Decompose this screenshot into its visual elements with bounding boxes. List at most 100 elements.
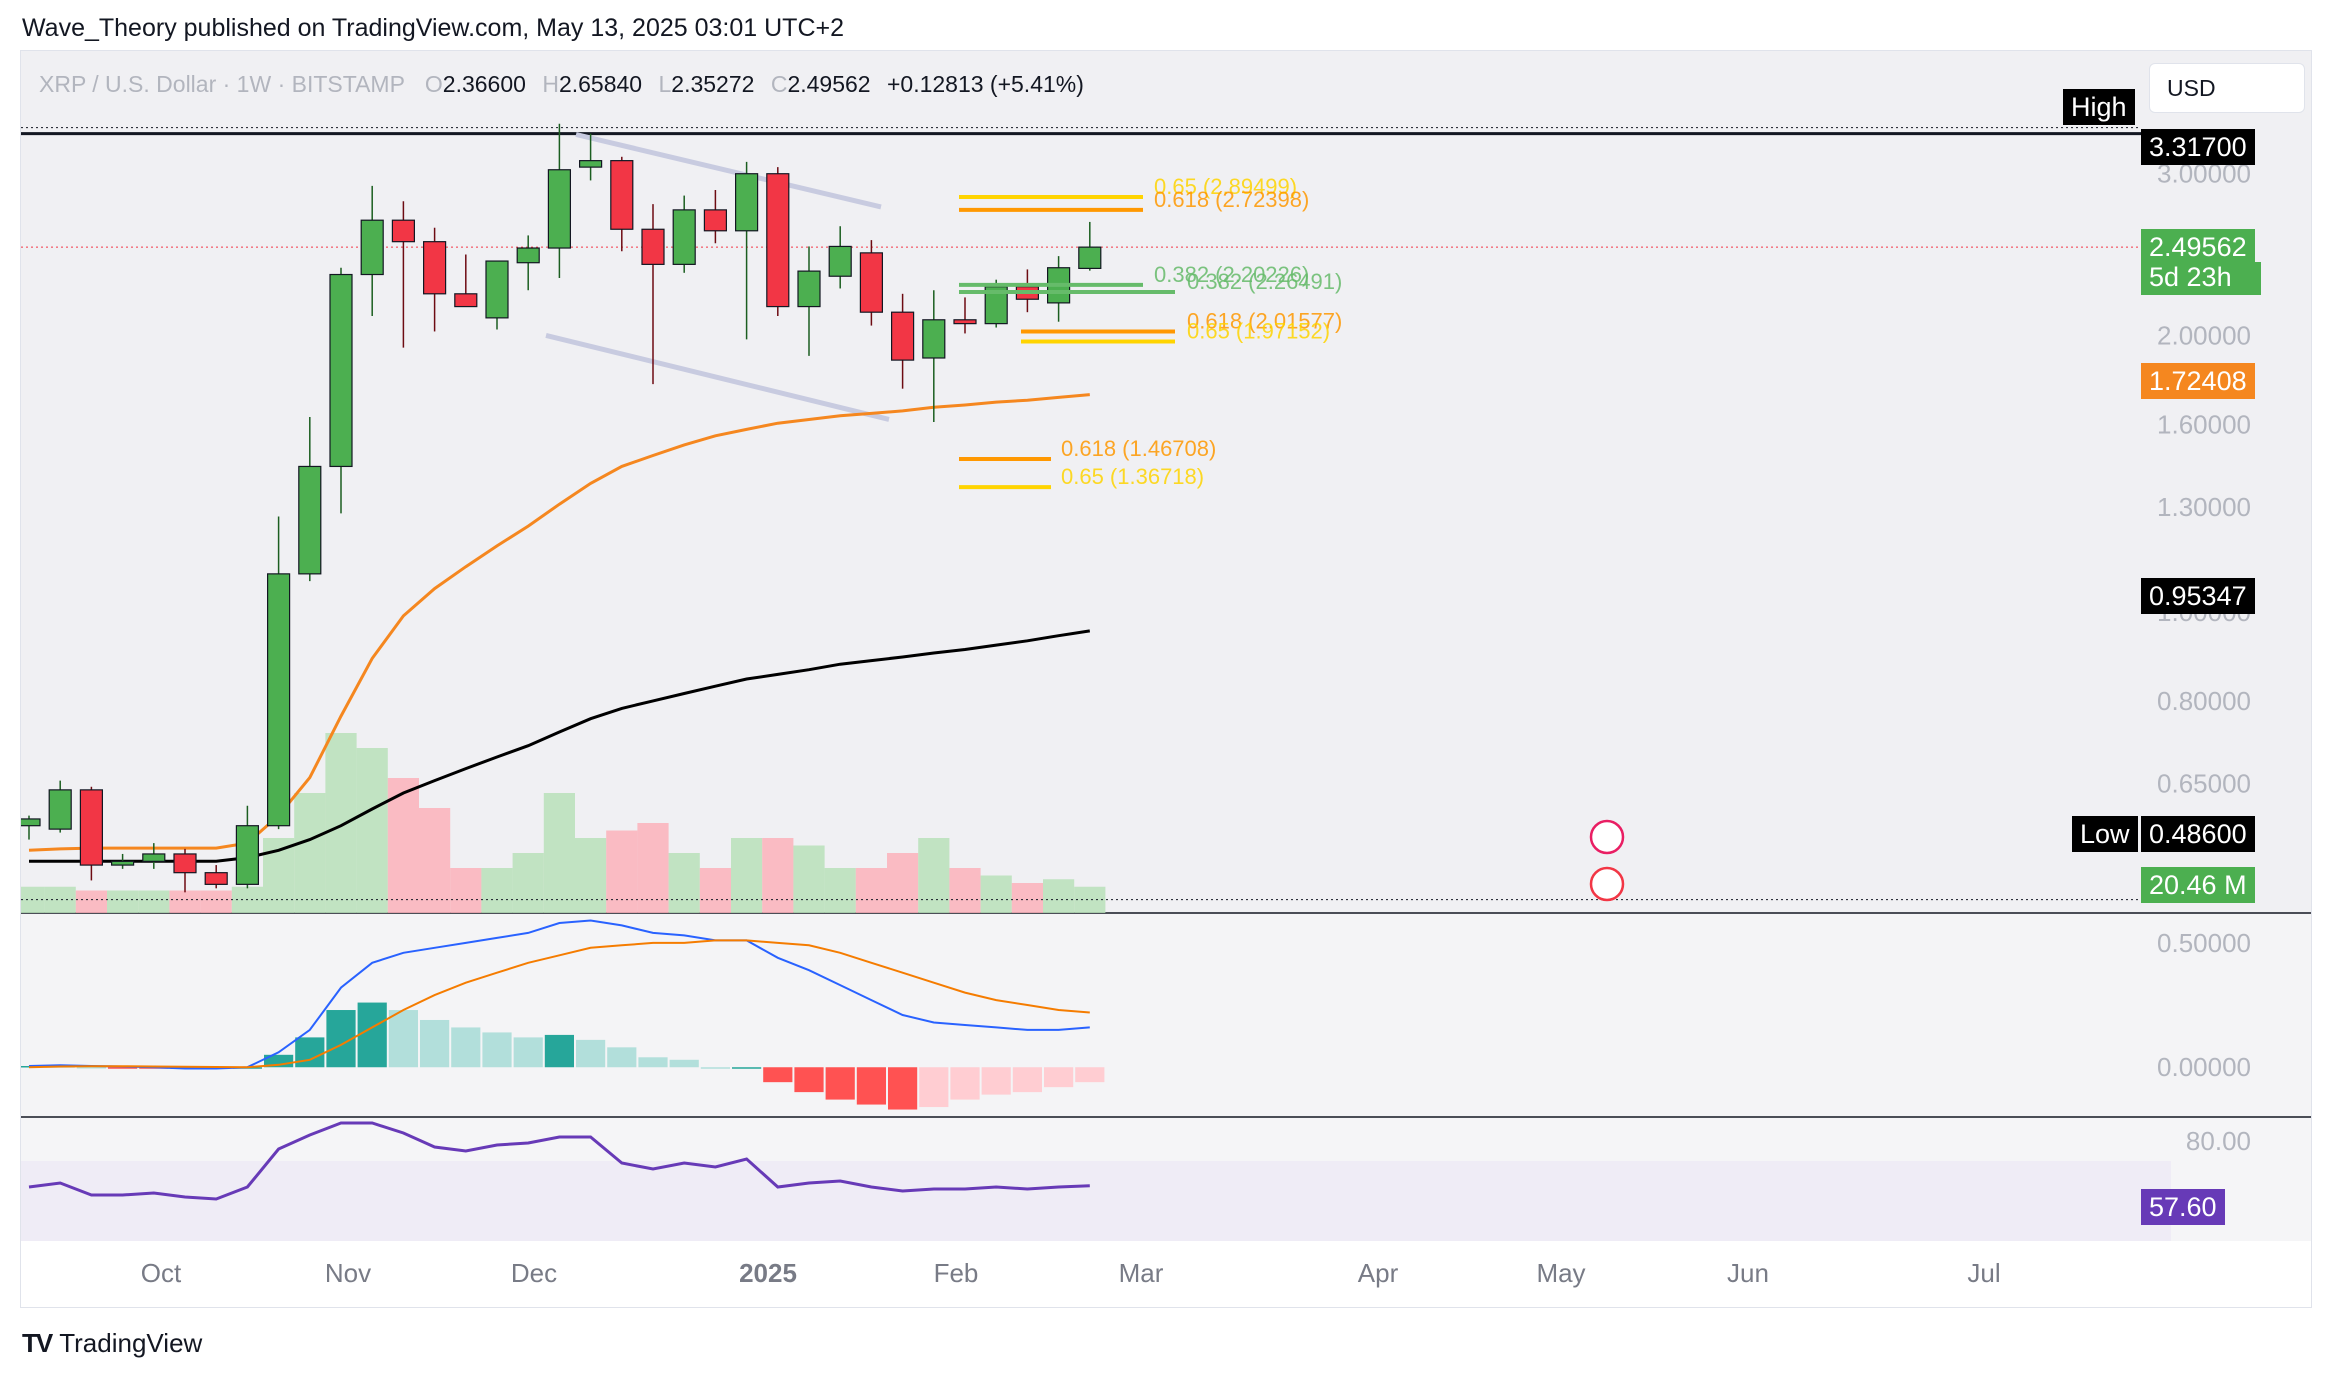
volume-bar — [138, 890, 170, 913]
volume-bar — [44, 886, 76, 913]
candle-body — [766, 173, 790, 308]
volume-bar — [980, 875, 1012, 913]
macd-line — [28, 919, 1090, 1070]
volume-bar — [793, 845, 825, 913]
chart-frame[interactable]: 3.000002.000001.600001.300001.000000.800… — [20, 50, 2312, 1308]
volume-bar — [887, 853, 919, 913]
volume-bar — [107, 890, 139, 913]
price-axis-tick: 0.80000 — [2157, 686, 2251, 716]
candle-body — [922, 319, 946, 359]
volume-bar — [169, 890, 201, 913]
volume-bar — [855, 868, 887, 913]
macd-histogram-bar — [1044, 1067, 1074, 1088]
volume-bar — [1043, 879, 1075, 913]
event-lightning-icon — [1589, 819, 1625, 855]
volume-bar — [824, 868, 856, 913]
candle-body — [672, 209, 696, 265]
ema-black-line — [29, 629, 1091, 863]
channel-lower-line — [545, 332, 890, 422]
macd-histogram-bar — [919, 1067, 949, 1108]
macd-histogram-bar — [513, 1037, 543, 1068]
candle-body — [1078, 246, 1102, 270]
rsi-line — [28, 1121, 1090, 1201]
macd-histogram-bar — [357, 1002, 387, 1068]
rsi-band — [21, 1161, 2171, 1241]
fib-level-label: 0.65 (1.36718) — [1061, 464, 1204, 489]
volume-tag: 20.46 M — [2141, 867, 2255, 903]
candle-body — [454, 293, 478, 308]
candle-body — [797, 270, 821, 308]
candle-body — [734, 173, 759, 232]
fib-level-label: 0.65 (2.89499) — [1154, 174, 1297, 199]
candle-body — [859, 252, 884, 313]
volume-bar — [387, 778, 419, 913]
time-axis-tick: Apr — [1358, 1258, 1399, 1288]
volume-bar — [606, 830, 638, 913]
tradingview-logo-icon: TV — [22, 1328, 53, 1358]
macd-histogram-bar — [295, 1037, 325, 1068]
candle-body — [953, 319, 977, 325]
volume-bar — [419, 808, 451, 913]
time-axis-tick: Feb — [934, 1258, 979, 1288]
candle-body — [360, 219, 384, 276]
time-axis-tick: 2025 — [739, 1258, 797, 1288]
price-axis-tick: 1.30000 — [2157, 492, 2251, 522]
time-axis-tick: Dec — [511, 1258, 557, 1288]
candle-body — [48, 789, 72, 830]
open-value: 2.36600 — [442, 71, 526, 97]
macd-histogram-bar — [794, 1067, 824, 1093]
volume-bar — [543, 793, 575, 913]
us-flag-icon — [1589, 866, 1625, 902]
candle-body — [391, 219, 415, 243]
volume-bar — [699, 868, 731, 913]
macd-histogram-bar — [950, 1067, 980, 1100]
open-label: O — [424, 71, 443, 97]
time-axis-tick: May — [1536, 1258, 1585, 1288]
volume-bar — [200, 890, 232, 913]
macd-histogram-bar — [825, 1067, 855, 1100]
volume-bar — [637, 823, 669, 913]
time-axis-tick: Mar — [1119, 1258, 1164, 1288]
volume-bar — [762, 838, 794, 913]
volume-bar — [575, 838, 607, 913]
macd-histogram-bar — [763, 1067, 793, 1083]
candle-body — [578, 160, 603, 168]
low-value: 2.35272 — [671, 71, 755, 97]
time-axis-tick: Oct — [141, 1258, 182, 1288]
volume-bar — [450, 868, 482, 913]
volume-bar — [512, 853, 544, 913]
macd-axis-tick: 0.00000 — [2157, 1052, 2251, 1082]
symbol-legend: XRP / U.S. Dollar · 1W · BITSTAMP O2.366… — [39, 71, 1084, 98]
change-value: +0.12813 (+5.41%) — [886, 71, 1084, 97]
candle-body — [235, 825, 259, 885]
last-price-tag: 2.49562 — [2141, 229, 2255, 262]
macd-histogram-bar — [76, 1066, 106, 1069]
macd-histogram-bar — [638, 1057, 668, 1068]
candle-body — [110, 860, 135, 866]
rsi-tag: 57.60 — [2141, 1189, 2225, 1225]
tradingview-footer[interactable]: TV TradingView — [22, 1328, 202, 1359]
currency-button[interactable]: USD — [2149, 63, 2305, 113]
publisher-line: Wave_Theory published on TradingView.com… — [22, 14, 844, 42]
candle-body — [142, 853, 166, 862]
candle-body — [485, 260, 509, 319]
countdown-tag: 5d 23h — [2141, 262, 2261, 295]
macd-histogram-bar — [420, 1019, 450, 1068]
macd-histogram-bar — [607, 1047, 637, 1068]
candle-body — [516, 247, 540, 264]
macd-histogram-bar — [856, 1067, 886, 1105]
candle-body — [173, 853, 197, 874]
signal-line — [28, 939, 1090, 1069]
volume-bar — [918, 838, 950, 913]
high-price-tag: 3.31700 — [2141, 129, 2255, 165]
chart-canvas[interactable]: 3.000002.000001.600001.300001.000000.800… — [21, 51, 2312, 1308]
macd-histogram-bar — [981, 1067, 1011, 1095]
candle-body — [703, 209, 728, 232]
candle-body — [547, 169, 572, 249]
candle-body — [329, 273, 353, 468]
brand-name: TradingView — [59, 1328, 203, 1358]
ema-black-tag: 0.95347 — [2141, 578, 2255, 614]
candle-body — [828, 245, 852, 277]
volume-bar — [356, 748, 388, 913]
macd-histogram-bar — [888, 1067, 918, 1110]
